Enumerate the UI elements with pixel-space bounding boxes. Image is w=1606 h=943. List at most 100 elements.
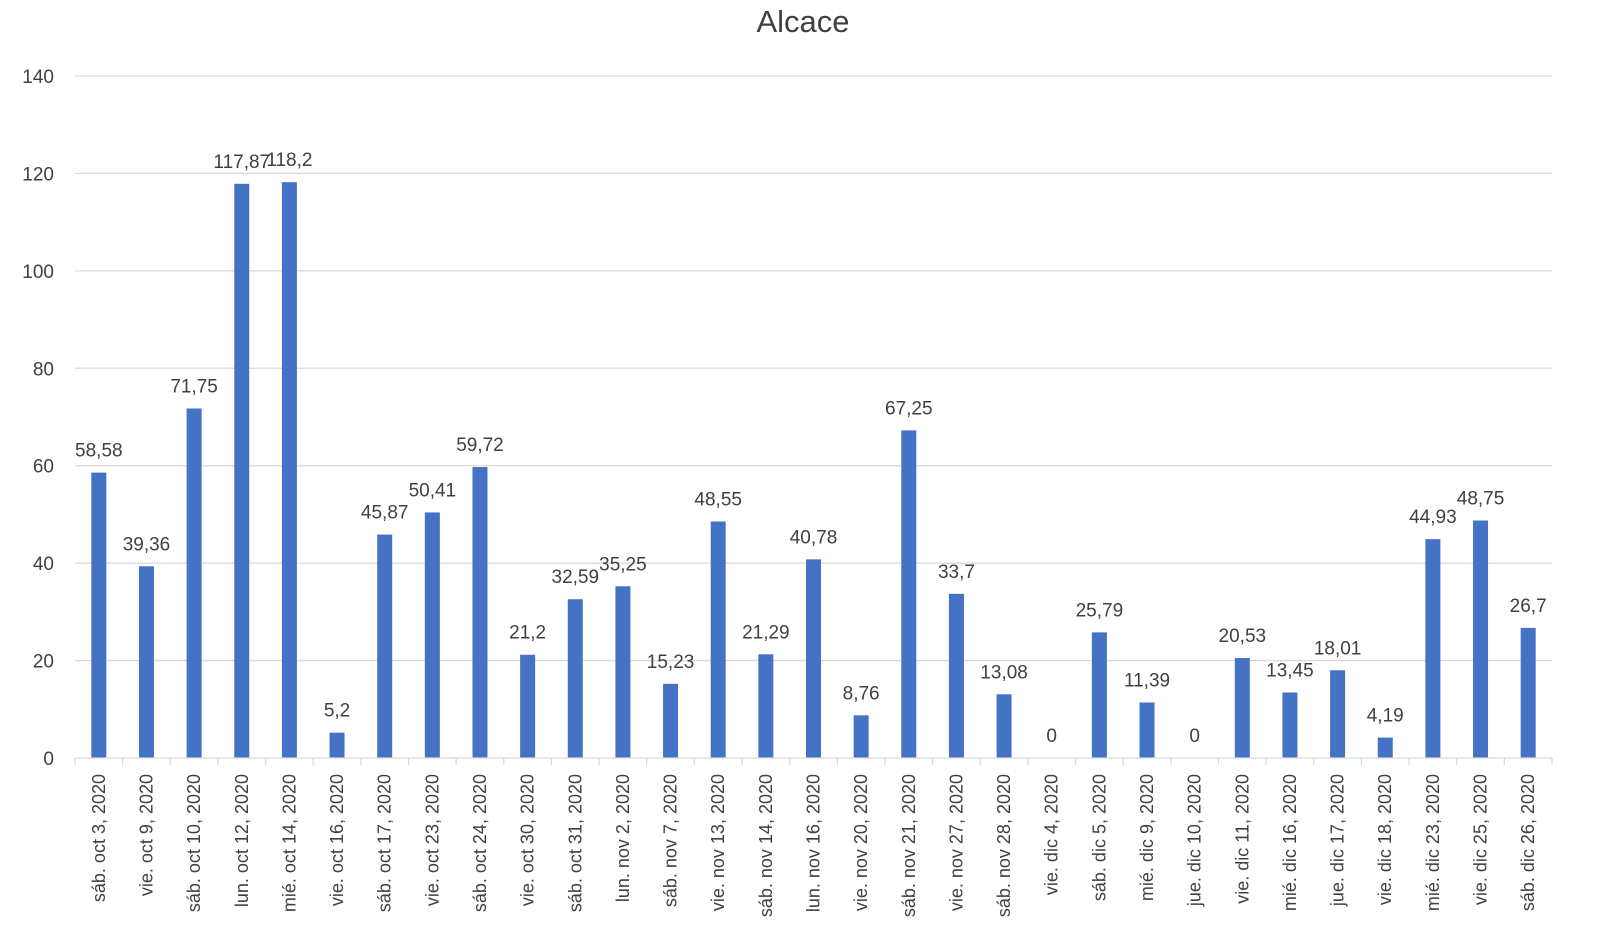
x-category-label: mié. dic 9, 2020	[1137, 774, 1157, 901]
data-label: 25,79	[1076, 600, 1124, 621]
x-axis-category-labels: sáb. oct 3, 2020 vie. oct 9, 2020 sáb. oct…	[89, 774, 1538, 917]
data-label: 21,29	[742, 622, 790, 643]
x-category-label: vie. dic 18, 2020	[1375, 774, 1395, 905]
data-label: 5,2	[324, 701, 350, 722]
y-tick-label: 140	[22, 67, 54, 88]
bar	[472, 467, 488, 758]
x-category-label: sáb. oct 10, 2020	[184, 774, 204, 912]
data-label: 32,59	[552, 567, 600, 588]
data-label: 35,25	[599, 554, 647, 575]
x-category-label: vie. dic 4, 2020	[1042, 774, 1062, 895]
data-label: 18,01	[1314, 638, 1362, 659]
bar	[567, 599, 583, 758]
data-label: 48,75	[1457, 489, 1505, 510]
bar	[1473, 520, 1489, 758]
x-category-label: sáb. nov 7, 2020	[661, 774, 681, 907]
x-axis	[74, 757, 1553, 765]
bar	[1091, 632, 1107, 758]
bar	[424, 512, 440, 758]
bar	[186, 408, 202, 758]
y-tick-label: 120	[22, 164, 54, 185]
data-label: 40,78	[790, 527, 838, 548]
data-label: 50,41	[409, 480, 457, 501]
x-category-label: sáb. dic 26, 2020	[1518, 774, 1538, 911]
x-category-label: sáb. oct 31, 2020	[565, 774, 585, 912]
data-label: 21,2	[509, 623, 546, 644]
data-label: 15,23	[647, 652, 695, 673]
x-category-label: vie. dic 11, 2020	[1232, 774, 1252, 904]
data-label: 0	[1189, 726, 1200, 747]
y-tick-label: 20	[33, 652, 54, 673]
bar	[1520, 627, 1536, 758]
x-category-label: jue. dic 10, 2020	[1185, 774, 1205, 907]
bar	[853, 715, 869, 758]
y-tick-label: 40	[33, 554, 54, 575]
bar	[1139, 702, 1155, 758]
bar	[901, 430, 917, 758]
x-category-label: sáb. oct 17, 2020	[375, 774, 395, 912]
data-label: 39,36	[123, 534, 171, 555]
bar	[329, 732, 345, 758]
bar	[1425, 539, 1441, 758]
data-label: 0	[1046, 726, 1057, 747]
data-label: 45,87	[361, 503, 409, 524]
bar	[1330, 670, 1346, 758]
data-label: 59,72	[456, 435, 504, 456]
bar	[1234, 657, 1250, 758]
data-label: 48,55	[694, 489, 742, 510]
y-tick-label: 0	[43, 749, 54, 770]
data-label: 4,19	[1367, 706, 1404, 727]
bar	[615, 586, 631, 758]
x-category-label: vie. nov 20, 2020	[851, 774, 871, 911]
bar	[1282, 692, 1298, 758]
bar	[520, 654, 536, 758]
data-label: 13,08	[980, 662, 1028, 683]
x-category-label: lun. nov 2, 2020	[613, 774, 633, 902]
bar	[91, 472, 107, 758]
bar	[806, 559, 821, 758]
data-label: 26,7	[1510, 596, 1547, 617]
bar	[758, 654, 774, 758]
x-category-label: vie. nov 13, 2020	[708, 774, 728, 911]
y-axis-tick-labels: 0 20 40 60 80 100 120 140	[22, 67, 54, 770]
y-tick-label: 100	[22, 262, 54, 283]
bar	[1377, 737, 1393, 758]
chart-title: Alcace	[756, 4, 850, 39]
x-category-label: sáb. oct 3, 2020	[89, 774, 109, 902]
x-category-label: sáb. oct 24, 2020	[470, 774, 490, 912]
data-label: 118,2	[266, 150, 312, 171]
bar	[377, 534, 393, 758]
bar	[281, 182, 297, 758]
bar	[234, 183, 250, 759]
data-label: 58,58	[75, 441, 123, 462]
x-category-label: sáb. nov 21, 2020	[899, 774, 919, 917]
x-category-label: mié. dic 16, 2020	[1280, 774, 1300, 911]
x-category-label: vie. oct 9, 2020	[136, 774, 156, 896]
bar-series	[91, 182, 1536, 759]
data-label: 117,87	[213, 152, 270, 173]
x-category-label: mié. dic 23, 2020	[1423, 774, 1443, 911]
x-category-label: jue. dic 17, 2020	[1328, 774, 1348, 907]
x-category-label: vie. nov 27, 2020	[946, 774, 966, 911]
y-tick-label: 60	[33, 457, 54, 478]
x-category-label: lun. oct 12, 2020	[232, 774, 252, 907]
x-category-label: vie. oct 16, 2020	[327, 774, 347, 906]
data-label: 67,25	[885, 398, 933, 419]
bar	[138, 566, 154, 758]
data-label: 33,7	[938, 562, 975, 583]
bar	[996, 694, 1012, 758]
bar	[710, 521, 726, 758]
bar	[663, 683, 679, 758]
x-category-label: sáb. dic 5, 2020	[1089, 774, 1109, 901]
x-category-label: sáb. nov 28, 2020	[994, 774, 1014, 917]
x-category-label: lun. nov 16, 2020	[804, 774, 824, 912]
x-category-label: sáb. nov 14, 2020	[756, 774, 776, 917]
data-label: 20,53	[1219, 626, 1267, 647]
data-label: 11,39	[1124, 671, 1170, 692]
x-category-label: vie. oct 30, 2020	[518, 774, 538, 906]
y-tick-label: 80	[33, 359, 54, 380]
x-category-label: vie. oct 23, 2020	[422, 774, 442, 906]
data-label: 71,75	[170, 376, 218, 397]
